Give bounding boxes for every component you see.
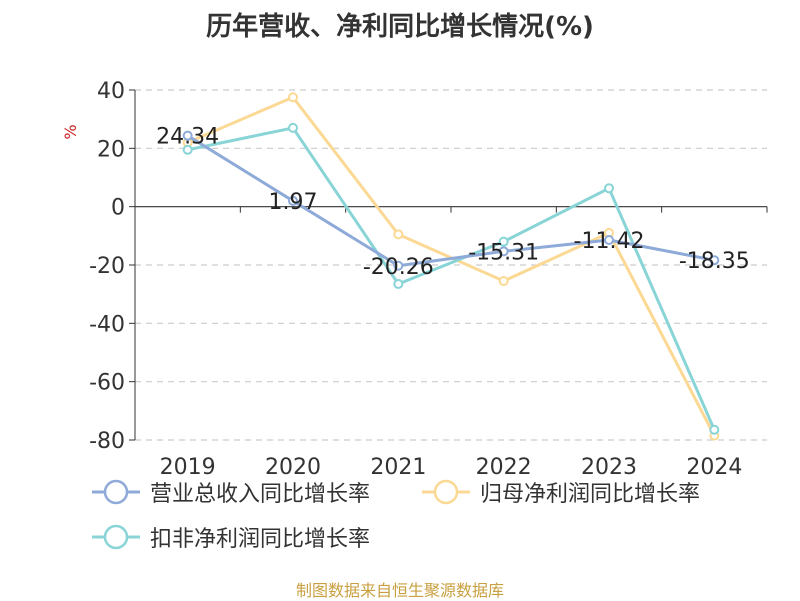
- data-point: [709, 255, 720, 266]
- legend-item[interactable]: 归母净利润同比增长率: [420, 474, 700, 510]
- x-tick-label: 2024: [686, 455, 742, 480]
- data-point: [288, 195, 298, 206]
- data-point: [393, 278, 404, 289]
- x-tick-label: 2019: [160, 455, 216, 480]
- data-point: [604, 183, 614, 194]
- data-point: [709, 424, 720, 435]
- source-note: 制图数据来自恒生聚源数据库: [295, 581, 504, 600]
- legend-swatch-icon: [92, 479, 140, 505]
- data-point: [182, 130, 193, 141]
- legend-swatch-marker: [103, 524, 129, 550]
- legend-item[interactable]: 扣非净利润同比增长率: [90, 519, 370, 555]
- y-tick-label: -60: [89, 371, 125, 396]
- series-lines: [182, 92, 720, 441]
- data-label: 24.34: [156, 125, 219, 150]
- y-tick-label: 20: [97, 137, 125, 162]
- data-label: -15.31: [468, 240, 539, 265]
- data-point: [182, 144, 193, 155]
- y-tick-label: -40: [89, 312, 125, 337]
- data-labels: 24.34 1.97 -20.26 -15.31 -11.42 -18.35: [156, 125, 750, 280]
- series-line: [186, 134, 715, 268]
- y-tick-label: -80: [89, 429, 125, 454]
- data-label: 1.97: [269, 190, 318, 215]
- data-point: [498, 236, 509, 247]
- data-label: -18.35: [679, 249, 750, 274]
- axes: 40 20 0 -20 -40 -60 -80 2019 2020 2021 2022 2023 202…: [61, 79, 768, 480]
- legend-label: 归母净利润同比增长率: [480, 482, 701, 507]
- data-point: [604, 234, 614, 245]
- x-tick-label: 2022: [476, 455, 532, 480]
- x-tick-label: 2020: [265, 455, 321, 480]
- data-point: [393, 229, 404, 240]
- series-line: [187, 126, 716, 431]
- data-label: -20.26: [363, 255, 434, 280]
- data-point: [498, 276, 509, 287]
- y-axis-label: %: [61, 124, 80, 139]
- chart-title: 历年营收、净利同比增长情况(%): [206, 12, 594, 42]
- y-tick-label: 0: [111, 196, 125, 221]
- legend-swatch-marker: [103, 479, 129, 505]
- x-tick-label: 2021: [370, 455, 426, 480]
- legend-swatch-icon: [422, 479, 470, 505]
- y-tick-label: -20: [89, 254, 125, 279]
- data-label: -11.42: [574, 229, 645, 254]
- legend-label: 扣非净利润同比增长率: [150, 527, 371, 552]
- data-point: [498, 246, 509, 257]
- data-point: [288, 92, 298, 103]
- legend-swatch-icon: [92, 524, 140, 550]
- legend-label: 营业总收入同比增长率: [150, 482, 371, 507]
- x-tick-label: 2023: [581, 455, 637, 480]
- legend-swatch-marker: [433, 479, 459, 505]
- data-point: [288, 122, 298, 133]
- legend-item[interactable]: 营业总收入同比增长率: [90, 474, 370, 510]
- data-point: [393, 260, 404, 271]
- y-tick-label: 40: [97, 79, 125, 104]
